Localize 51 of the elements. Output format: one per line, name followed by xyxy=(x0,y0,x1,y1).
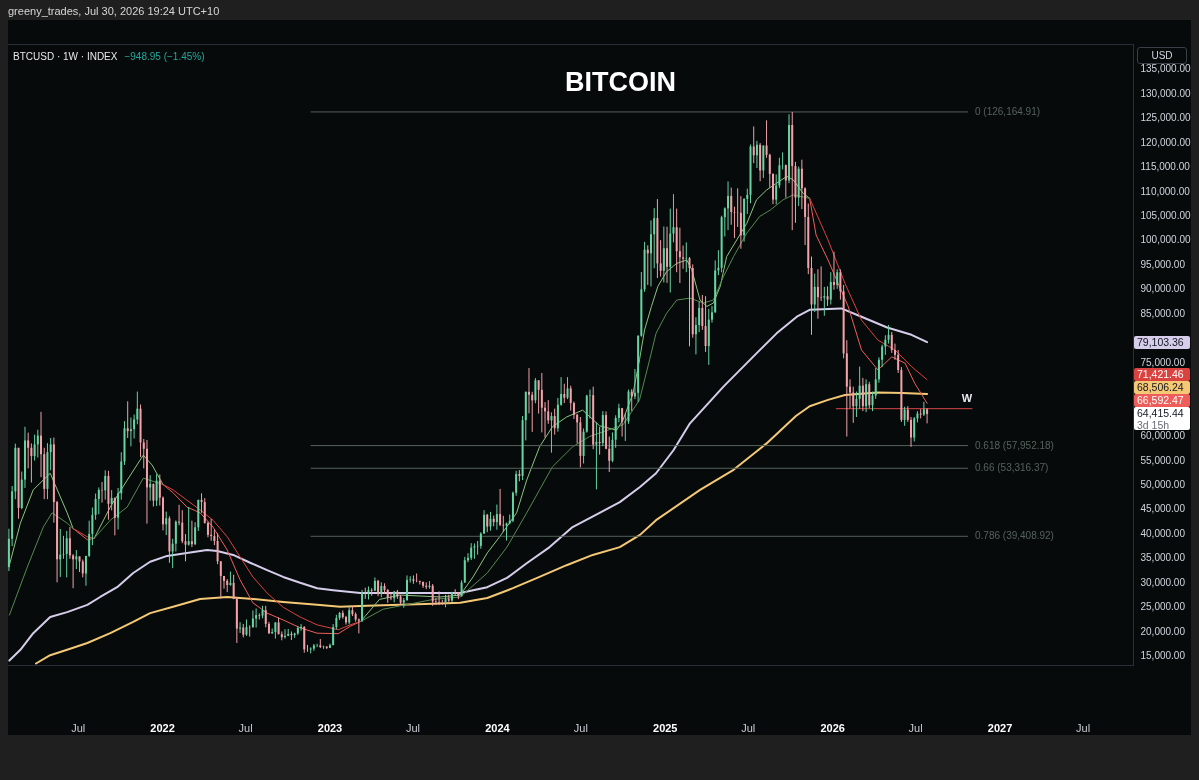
y-tick-label: 35,000.00 xyxy=(1140,552,1186,564)
y-tick-label: 75,000.00 xyxy=(1140,356,1186,368)
y-tick-label: 130,000.00 xyxy=(1140,87,1191,99)
y-tick-label: 50,000.00 xyxy=(1140,478,1186,490)
text: 79,103.36 xyxy=(1137,335,1190,349)
x-tick-label: Jul xyxy=(405,721,421,734)
x-tick-label: Jul xyxy=(573,721,588,734)
y-tick-label: 30,000.00 xyxy=(1140,576,1186,588)
y-tick-label: 125,000.00 xyxy=(1140,112,1191,124)
text: 3d 15h xyxy=(1137,419,1170,432)
y-tick-label: 55,000.00 xyxy=(1140,454,1186,466)
x-tick-label: 2022 xyxy=(150,721,175,734)
y-tick-label: 135,000.00 xyxy=(1140,63,1191,75)
x-tick-label: Jul xyxy=(741,721,756,734)
x-tick-label: 2027 xyxy=(987,721,1013,734)
y-tick-label: 105,000.00 xyxy=(1140,209,1191,221)
y-tick-label: 120,000.00 xyxy=(1140,136,1191,148)
x-tick-label: Jul xyxy=(71,721,86,734)
ref-line-label: 0.66 (53,316.37) xyxy=(975,462,1049,474)
ref-line-label: 0.786 (39,408.92) xyxy=(975,530,1054,542)
x-tick-label: Jul xyxy=(1076,721,1091,734)
y-tick-label: 90,000.00 xyxy=(1140,283,1186,295)
y-tick-label: 115,000.00 xyxy=(1140,161,1191,173)
text: BITCOIN xyxy=(565,67,676,97)
x-tick-label: 2024 xyxy=(485,721,511,734)
text: 64,415.44 xyxy=(1137,407,1185,421)
y-tick-label: 45,000.00 xyxy=(1140,503,1186,515)
y-tick-label: 40,000.00 xyxy=(1140,527,1186,539)
y-tick-label: 110,000.00 xyxy=(1140,185,1191,197)
y-tick-label: 20,000.00 xyxy=(1140,625,1186,637)
x-tick-label: 2023 xyxy=(317,721,343,734)
y-tick-label: 15,000.00 xyxy=(1140,650,1186,662)
ref-line-label: 0 (126,164.91) xyxy=(975,105,1041,117)
x-tick-label: Jul xyxy=(238,721,253,734)
y-tick-label: 100,000.00 xyxy=(1140,234,1191,246)
text: 66,592.47 xyxy=(1137,394,1190,408)
y-tick-label: 60,000.00 xyxy=(1140,430,1186,442)
x-tick-label: 2025 xyxy=(653,721,678,734)
y-tick-label: 95,000.00 xyxy=(1140,258,1186,270)
text: BTCUSD · 1W · INDEX xyxy=(13,51,118,62)
text: greeny_trades, Jul 30, 2026 19:24 UTC+10 xyxy=(8,5,220,18)
ref-line-label: 0.618 (57,952.18) xyxy=(975,439,1054,451)
y-axis-title: USD xyxy=(1137,47,1187,64)
annotation: −948.95 (−1.45%) xyxy=(124,51,205,62)
y-tick-label: 85,000.00 xyxy=(1140,307,1186,319)
series-label: W xyxy=(961,391,973,404)
text: 68,506.24 xyxy=(1137,381,1190,395)
x-tick-label: 2026 xyxy=(820,721,845,734)
text: 71,421.46 xyxy=(1137,368,1190,382)
x-tick-label: Jul xyxy=(908,721,923,734)
y-tick-label: 25,000.00 xyxy=(1140,601,1186,613)
